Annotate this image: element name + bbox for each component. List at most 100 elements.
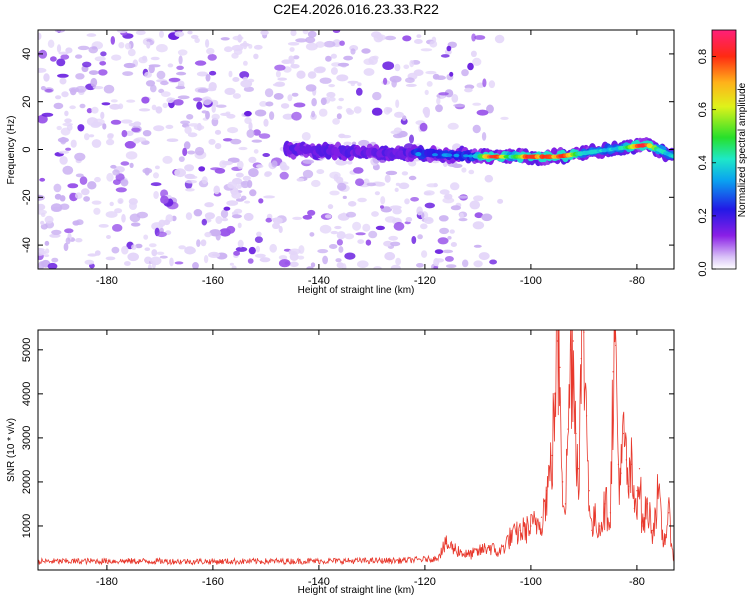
spectrogram-cell (357, 82, 362, 87)
spectrogram-cell (239, 71, 250, 79)
spectrogram-cell (209, 229, 222, 237)
spectrogram-cell (373, 266, 382, 269)
spectrogram-cell (292, 216, 303, 220)
spectrogram-cell (336, 231, 346, 240)
spectrogram-cell (450, 242, 457, 247)
colorbar-tick-label: 0.2 (697, 208, 709, 223)
snr-background (38, 330, 674, 570)
spectrogram-cell (184, 164, 195, 172)
spectrogram-cell (302, 169, 314, 179)
spectrogram-cell (237, 239, 244, 248)
spectrogram-cell (326, 91, 336, 98)
spectrogram-cell (110, 119, 122, 125)
spectrogram-cell (248, 156, 257, 163)
spectrogram-cell (175, 86, 186, 90)
spectrogram-cell (213, 185, 220, 195)
spectrogram-cell (147, 264, 152, 269)
spectrogram-cell (258, 198, 264, 204)
spectrogram-cell (335, 176, 344, 184)
spectrogram-cell (260, 30, 269, 36)
spectrogram-cell (338, 246, 344, 253)
spectrogram-cell (341, 212, 347, 220)
spectrogram-cell (221, 217, 229, 222)
snr-point (551, 454, 553, 457)
spectrogram-cell (411, 236, 417, 244)
spectrogram-cell (174, 168, 187, 178)
spectrogram-cell (259, 257, 271, 263)
snr-point (617, 463, 620, 465)
spectrogram-cell (346, 160, 353, 165)
spectrogram-cell (243, 86, 254, 92)
spectrogram-cell (414, 39, 423, 44)
spectrogram-cell (87, 253, 98, 257)
spectrogram-cell (120, 119, 133, 124)
spectrogram-cell (472, 57, 482, 66)
spectrogram-cell (468, 169, 475, 175)
spectrogram-cell (59, 77, 67, 85)
spectrogram-cell (358, 139, 370, 147)
spectrogram-cell (247, 258, 254, 264)
spectrogram-cell (473, 244, 482, 248)
spectrogram-cell (488, 80, 496, 89)
spectrogram-cell (65, 237, 71, 245)
spectrogram-cell (193, 209, 203, 217)
spectrogram-cell (69, 105, 76, 110)
spectrogram-cell (435, 104, 443, 113)
spectrogram-cell (64, 228, 74, 234)
spectrogram-cell (144, 71, 152, 78)
snr-point (599, 525, 601, 527)
spectrogram-cell (272, 217, 283, 225)
spectrogram-cell (329, 190, 340, 196)
spectrogram-cell (336, 105, 343, 110)
spectrogram-y-tick-label: 40 (21, 48, 33, 60)
spectrogram-cell (150, 84, 157, 93)
spectrogram-cell (111, 246, 120, 254)
spectrogram-cell (124, 141, 136, 149)
spectrogram-cell (307, 209, 316, 216)
spectrogram-cell (145, 80, 156, 87)
spectrogram-cell (180, 120, 191, 125)
spectrogram-cell (43, 73, 50, 82)
snr-y-tick-label: 5000 (21, 338, 33, 362)
spectrogram-cell (196, 101, 203, 110)
spectrogram-cell (153, 191, 159, 199)
spectrogram-cell (350, 48, 356, 55)
spectrogram-cell (148, 64, 155, 74)
spectrogram-cell (263, 195, 276, 199)
spectrogram-y-tick-label: -40 (21, 237, 33, 253)
spectrogram-cell (50, 203, 63, 212)
spectrogram-cell (446, 45, 452, 52)
spectrogram-cell (246, 129, 255, 138)
snr-point (567, 428, 569, 430)
spectrogram-cell (248, 121, 253, 131)
spectrogram-cell (106, 172, 114, 182)
spectrogram-cell (186, 114, 194, 120)
spectrogram-cell (289, 261, 299, 268)
spectrogram-cell (149, 243, 157, 248)
spectrogram-cell (209, 70, 217, 76)
spectrogram-cell (185, 179, 198, 184)
spectrogram-cell (291, 111, 302, 121)
spectrogram-cell (376, 34, 386, 41)
spectrogram-cell (62, 165, 74, 175)
snr-point (434, 558, 437, 560)
spectrogram-cell (177, 80, 185, 88)
spectrogram-cell (151, 104, 157, 111)
snr-y-tick-label: 1000 (21, 514, 33, 538)
spectrogram-cell (392, 208, 402, 215)
spectrogram-cell (111, 54, 122, 61)
spectrogram-cell (57, 73, 69, 78)
spectrogram-cell (162, 102, 168, 109)
spectrogram-cell (307, 71, 317, 79)
spectrogram-cell (464, 87, 473, 93)
spectrogram-cell (103, 84, 115, 94)
spectrogram-cell (322, 255, 328, 265)
spectrogram-cell (306, 266, 314, 269)
spectrogram-cell (201, 176, 208, 185)
spectrogram-cell (409, 60, 415, 68)
spectrogram-cell (56, 125, 62, 131)
spectrogram-cell (239, 42, 251, 47)
spectrogram-cell (262, 153, 271, 157)
spectrogram-cell (394, 63, 401, 72)
spectrogram-cell (355, 232, 366, 236)
